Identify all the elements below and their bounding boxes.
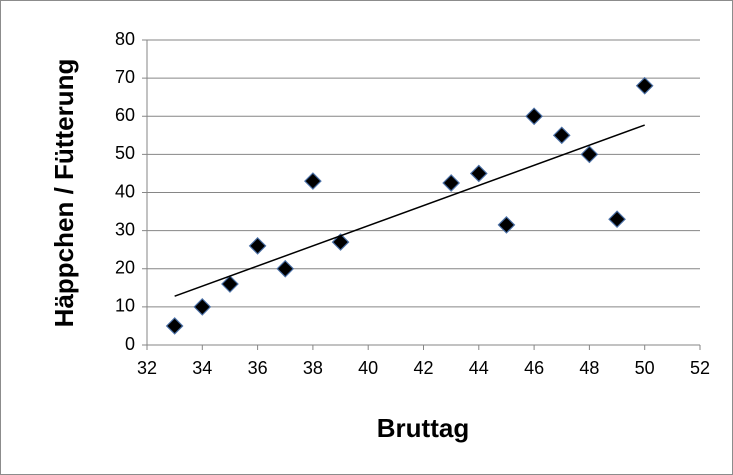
- y-tick-label: 40: [115, 181, 135, 201]
- marker: [525, 107, 543, 126]
- marker: [497, 216, 516, 234]
- y-tick-label: 80: [115, 29, 135, 49]
- trendline: [174, 124, 645, 297]
- y-tick-label: 70: [115, 67, 135, 87]
- marker: [580, 145, 599, 164]
- y-tick-label: 60: [115, 105, 135, 125]
- y-tick-label: 50: [115, 143, 135, 163]
- x-tick-label: 38: [303, 358, 323, 378]
- x-tick-label: 48: [579, 358, 599, 378]
- x-tick-label: 42: [413, 358, 433, 378]
- marker: [608, 210, 626, 229]
- x-tick-label: 36: [248, 358, 268, 378]
- x-tick-label: 50: [635, 358, 655, 378]
- y-tick-label: 10: [115, 296, 135, 316]
- x-tick-label: 46: [524, 358, 544, 378]
- x-tick-label: 44: [469, 358, 489, 378]
- marker: [304, 172, 322, 190]
- marker: [193, 298, 212, 316]
- x-tick-label: 32: [137, 358, 157, 378]
- marker: [248, 237, 267, 255]
- y-tick-label: 0: [125, 334, 135, 354]
- marker: [165, 317, 184, 335]
- marker: [221, 275, 239, 293]
- marker: [469, 164, 488, 183]
- y-tick-label: 30: [115, 219, 135, 239]
- marker: [552, 126, 571, 145]
- marker: [442, 174, 460, 192]
- marker: [331, 233, 350, 251]
- marker: [276, 259, 295, 278]
- y-tick-label: 20: [115, 258, 135, 278]
- x-tick-label: 52: [690, 358, 710, 378]
- x-tick-label: 40: [358, 358, 378, 378]
- marker: [635, 76, 654, 95]
- x-tick-label: 34: [192, 358, 212, 378]
- y-axis-title: Häppchen / Fütterung: [49, 59, 79, 328]
- x-axis-title: Bruttag: [377, 413, 469, 443]
